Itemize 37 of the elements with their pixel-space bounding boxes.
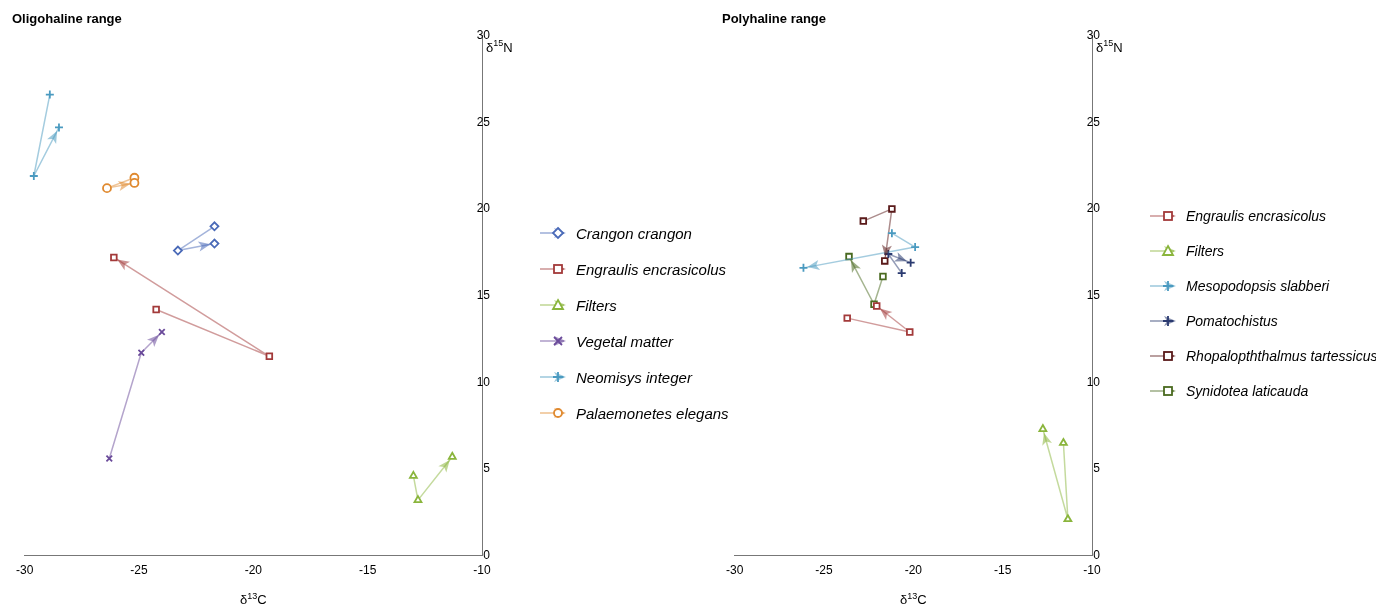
y-tick-label: 0: [1093, 547, 1101, 562]
legend-label: Mesopodopsis slabberi: [1186, 277, 1330, 294]
y-tick-label: 15: [476, 287, 491, 302]
y-tick-label: 25: [476, 114, 491, 129]
legend-label: Vegetal matter: [576, 332, 673, 350]
legend-label: Engraulis encrasicolus: [576, 260, 727, 278]
chart-title: Oligohaline range: [12, 11, 122, 27]
y-tick-label: 30: [1086, 27, 1101, 42]
y-tick-label: 5: [483, 461, 491, 476]
legend-label: Filters: [1186, 242, 1225, 259]
y-tick-label: 10: [1086, 374, 1101, 389]
legend-label: Palaemonetes elegans: [576, 404, 729, 422]
legend-label: Engraulis encrasicolus: [1186, 207, 1327, 224]
y-tick-label: 0: [483, 547, 491, 562]
x-tick-label: -10: [1083, 563, 1101, 578]
x-tick-label: -25: [130, 563, 148, 578]
x-tick-label: -30: [726, 563, 744, 578]
x-tick-label: -30: [16, 563, 34, 578]
y-tick-label: 20: [476, 201, 491, 216]
x-tick-label: -15: [359, 563, 377, 578]
y-tick-label: 15: [1086, 287, 1101, 302]
x-tick-label: -10: [473, 563, 491, 578]
x-tick-label: -15: [994, 563, 1012, 578]
y-tick-label: 25: [1086, 114, 1101, 129]
legend-label: Crangon crangon: [576, 224, 692, 242]
y-tick-label: 10: [476, 374, 491, 389]
chart-title: Polyhaline range: [722, 11, 827, 27]
y-tick-label: 5: [1093, 461, 1101, 476]
x-tick-label: -25: [815, 563, 833, 578]
y-tick-label: 20: [1086, 201, 1101, 216]
x-tick-label: -20: [244, 563, 263, 578]
x-tick-label: -20: [904, 563, 923, 578]
legend-label: Pomatochistus: [1186, 312, 1278, 329]
legend-label: Neomisys integer: [576, 368, 692, 386]
legend-label: Synidotea laticauda: [1186, 382, 1309, 399]
legend-label: Filters: [576, 296, 617, 314]
y-tick-label: 30: [476, 27, 491, 42]
